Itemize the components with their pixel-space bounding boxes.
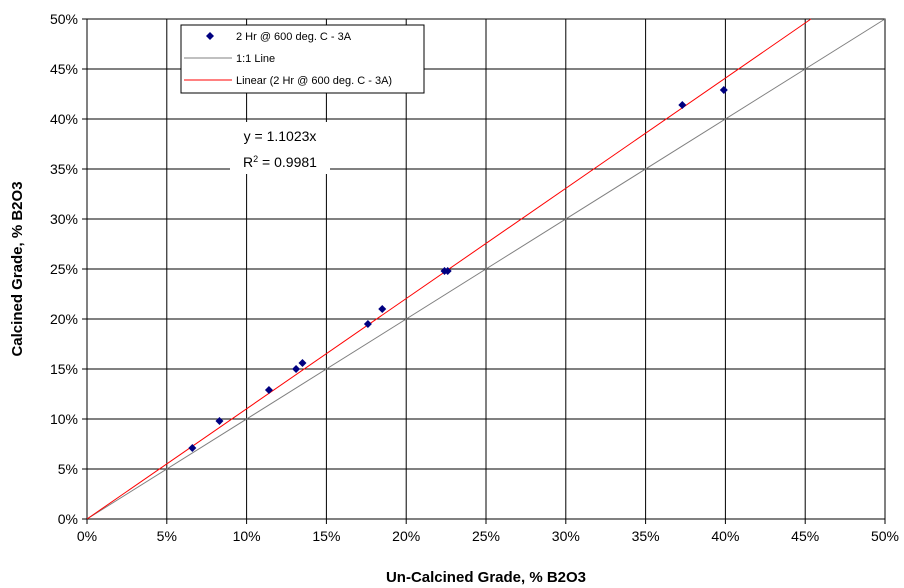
legend: 2 Hr @ 600 deg. C - 3A 1:1 Line Linear (…	[180, 24, 425, 94]
data-points	[188, 86, 728, 452]
x-tick-label: 15%	[312, 528, 340, 544]
legend-label-one-to-one: 1:1 Line	[236, 53, 275, 65]
x-tick-label: 25%	[472, 528, 500, 544]
r-squared-text: R2 = 0.9981	[243, 154, 317, 170]
x-tick-label: 40%	[711, 528, 739, 544]
y-tick-label: 50%	[50, 11, 78, 27]
y-tick-label: 0%	[58, 511, 78, 527]
x-tick-label: 35%	[632, 528, 660, 544]
data-point	[264, 386, 273, 394]
equation-background	[230, 122, 330, 174]
y-axis-title: Calcined Grade, % B2O3	[9, 181, 26, 356]
data-point	[292, 365, 301, 373]
y-axis-ticks: 0% 5% 10% 15% 20% 25% 30% 35% 40% 45% 50%	[50, 11, 87, 527]
equation-text: y = 1.1023x	[244, 128, 317, 144]
legend-marker-diamond	[206, 32, 214, 40]
x-tick-label: 30%	[552, 528, 580, 544]
x-tick-label: 5%	[157, 528, 177, 544]
x-tick-label: 0%	[77, 528, 97, 544]
x-axis-title: Un-Calcined Grade, % B2O3	[386, 569, 586, 586]
x-axis-ticks: 0% 5% 10% 15% 20% 25% 30% 35% 40% 45% 50%	[77, 519, 899, 544]
y-tick-label: 30%	[50, 211, 78, 227]
legend-label-points: 2 Hr @ 600 deg. C - 3A	[236, 31, 352, 43]
data-point	[298, 359, 307, 367]
data-point	[443, 267, 452, 275]
y-tick-label: 40%	[50, 111, 78, 127]
legend-label-linear: Linear (2 Hr @ 600 deg. C - 3A)	[236, 75, 392, 87]
x-tick-label: 20%	[392, 528, 420, 544]
y-tick-label: 45%	[50, 61, 78, 77]
data-point	[378, 305, 387, 313]
y-tick-label: 20%	[50, 311, 78, 327]
y-tick-label: 35%	[50, 161, 78, 177]
r-squared-superscript: 2	[253, 154, 258, 164]
y-tick-label: 15%	[50, 361, 78, 377]
r-squared-value: = 0.9981	[258, 154, 317, 170]
y-tick-label: 10%	[50, 411, 78, 427]
legend-box	[180, 24, 425, 94]
x-tick-label: 50%	[871, 528, 899, 544]
x-tick-label: 45%	[791, 528, 819, 544]
one-to-one-line	[86, 18, 886, 520]
data-point	[215, 417, 224, 425]
data-point	[719, 86, 728, 94]
data-point	[678, 101, 687, 109]
x-tick-label: 10%	[233, 528, 261, 544]
y-tick-label: 5%	[58, 461, 78, 477]
data-point	[363, 320, 372, 328]
r-squared-label: R	[243, 154, 253, 170]
y-tick-label: 25%	[50, 261, 78, 277]
trendline-equation: y = 1.1023x R2 = 0.9981	[230, 122, 330, 174]
data-point	[188, 444, 197, 452]
